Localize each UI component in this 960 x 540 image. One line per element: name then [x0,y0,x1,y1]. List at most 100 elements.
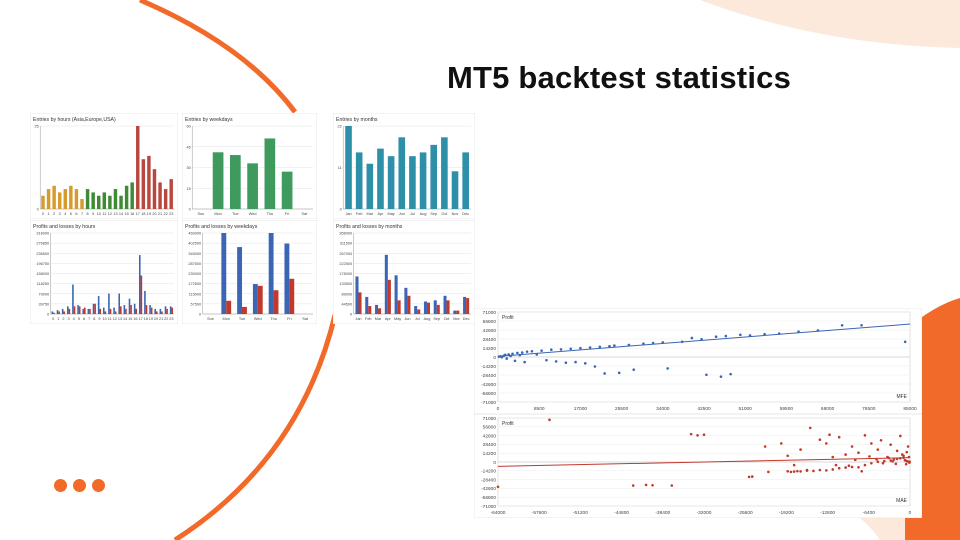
scatter-point [868,455,871,458]
x-tick-label: Aug [420,212,427,216]
scatter-point [887,456,891,460]
y-tick-label: 39750 [39,302,50,306]
bar [426,302,431,314]
x-tick-label: 18 [144,317,148,321]
bar [113,307,115,314]
bar [366,163,374,209]
y-tick-label: 0 [189,208,191,212]
y-tick-label: -14200 [481,364,496,370]
x-tick-label: 23 [169,317,173,321]
scatter-point [729,372,732,376]
chart-svg: 71000 56800 42600 28400 14200 0 -14200 -28400 -4… [474,414,922,518]
y-tick-label: 0 [350,313,352,317]
bar [247,163,258,209]
chart-pnl-by-months: Profits and losses by months 356000 311500… [333,220,475,324]
x-tick-label: Sun [207,317,214,321]
bar [268,233,274,314]
bar [404,287,408,314]
trend-line [497,457,911,467]
bar [355,152,363,209]
x-tick-label: 5 [70,212,72,216]
y-tick-label: -42600 [481,382,496,388]
bar [61,308,64,314]
scatter-point [583,362,587,365]
x-tick-label: Sep [433,317,440,321]
x-tick-label: May [394,317,401,321]
x-tick-label: 4 [64,212,66,216]
scatter-point [496,485,500,489]
x-tick-label: 68000 [821,406,835,412]
x-tick-label: 12 [108,212,112,216]
x-tick-label: 14 [119,212,123,216]
chart-title: Entries by hours (Asia,Europe,USA) [33,117,116,123]
y-tick-label: -28400 [481,477,496,483]
scatter-point [603,372,606,375]
bar [51,311,54,314]
x-tick-label: 10 [102,317,106,321]
x-axis-label: MAE [896,498,908,504]
y-tick-label: 14200 [483,346,497,352]
bar [154,308,157,314]
x-tick-label: 8 [93,317,95,321]
scatter-point [670,484,674,487]
bar [99,308,102,314]
x-tick-label: -19200 [779,510,794,516]
x-tick-label: 25500 [615,406,629,412]
scatter-point [747,475,751,479]
bar [163,189,168,209]
x-tick-label: 20 [154,317,158,321]
chart-frame [474,414,922,518]
x-tick-label: 21 [158,212,162,216]
x-tick-label: 15 [124,212,128,216]
x-tick-label: Jun [399,212,405,216]
scatter-point [831,455,835,459]
x-tick-label: -12800 [820,510,835,516]
bar [242,306,247,314]
scatter-point [908,460,911,463]
scatter-point [554,360,558,363]
bar [94,303,96,314]
x-tick-label: 13 [118,317,122,321]
x-tick-label: Nov [453,317,460,321]
x-tick-label: Dec [462,212,469,216]
bar [57,192,62,209]
bar [67,306,69,314]
x-tick-label: 6 [75,212,77,216]
bar [41,195,45,209]
decorative-blob-top-right [700,0,960,48]
scatter-point [805,468,809,472]
scatter-point [690,336,694,340]
bar [394,275,398,314]
y-tick-label: 45 [186,145,190,149]
bar [68,308,71,314]
y-tick-label: 316000 [36,232,49,236]
chart-frame [474,308,922,414]
y-tick-label: 345000 [188,252,201,256]
chart-svg: 71000 56800 42600 28400 14200 0 -14200 -28400 -4… [474,308,922,414]
scatter-point [714,335,718,339]
dots-icon [54,479,105,492]
scatter-point [525,350,529,353]
x-tick-label: Tue [239,317,245,321]
chart-frame [30,220,178,324]
scatter-point [892,458,896,461]
scatter-point [903,340,907,344]
scatter-point [777,332,781,335]
y-tick-label: 71000 [483,310,497,316]
scatter-point [818,468,822,472]
x-tick-label: 17 [136,212,140,216]
x-tick-label: Oct [444,317,451,321]
x-tick-label: Nov [452,212,459,216]
x-tick-label: 42500 [697,406,711,412]
x-tick-label: 0 [497,406,500,412]
scatter-point [500,355,504,359]
scatter-point [882,459,886,463]
y-tick-label: 287500 [188,262,201,266]
y-tick-label: 172500 [188,282,201,286]
bar [84,307,86,314]
bar [138,255,141,314]
scatter-point [863,463,867,467]
bar [375,304,379,314]
scatter-point [889,443,892,446]
x-tick-label: Sun [197,212,204,216]
